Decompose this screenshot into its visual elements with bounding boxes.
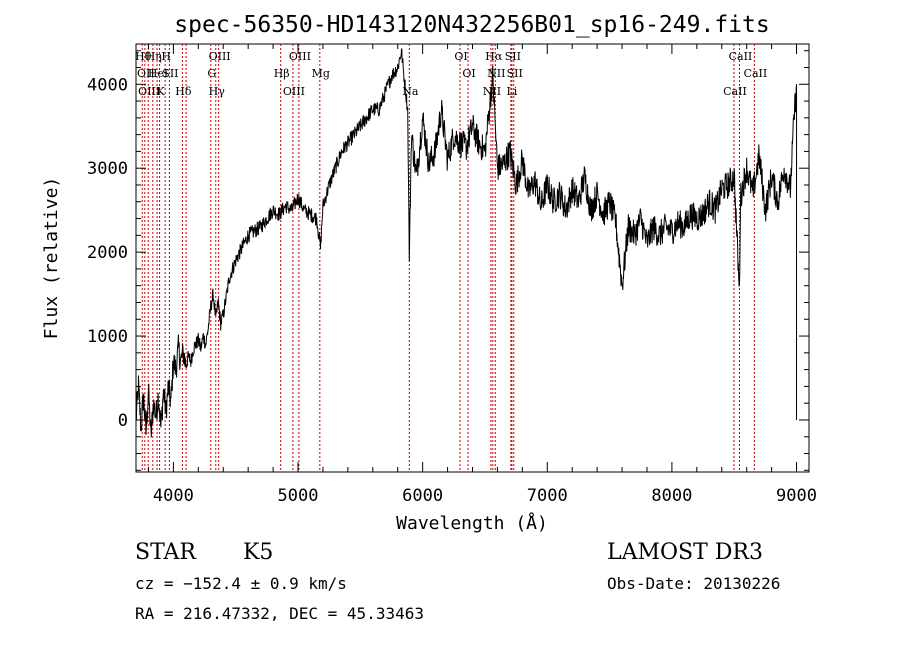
line-marker-label: Hβ: [274, 67, 290, 80]
line-marker-label: H: [161, 50, 171, 63]
subclass: K5: [243, 540, 274, 565]
line-marker-label: OI: [462, 67, 475, 80]
obs-date: Obs-Date: 20130226: [607, 574, 781, 593]
line-marker-label: K: [156, 85, 165, 98]
axis-tick-labels: 4000 5000 6000 7000 8000 9000 0 1000 2000 3000 400…: [87, 75, 817, 506]
x-tick-label: 8000: [651, 486, 692, 506]
line-marker-label: OIII: [289, 50, 311, 63]
line-marker-label: Li: [506, 85, 517, 98]
x-tick-label: 4000: [153, 486, 194, 506]
x-axis-label: Wavelength (Å): [396, 512, 548, 534]
x-tick-label: 9000: [776, 486, 817, 506]
line-marker-label: Hθ: [135, 50, 152, 63]
line-marker-label: OII: [137, 67, 155, 80]
axis-ticks: [136, 44, 809, 472]
y-tick-label: 4000: [87, 75, 128, 95]
line-marker-label: OIII: [283, 85, 305, 98]
line-marker-label: Hδ: [175, 85, 192, 98]
y-tick-label: 0: [118, 411, 128, 431]
line-marker-label: SII: [507, 67, 523, 80]
line-marker-label: OIII: [209, 50, 231, 63]
line-marker-label: HeI: [148, 67, 168, 80]
y-tick-label: 2000: [87, 243, 128, 263]
line-marker-label: Hη: [146, 50, 162, 63]
chart-title: spec-56350-HD143120N432256B01_sp16-249.f…: [174, 12, 769, 38]
y-axis-label: Flux (relative): [41, 177, 62, 340]
line-marker-label: SII: [162, 67, 178, 80]
spectrum-line: [135, 48, 797, 438]
spectrum-series: [135, 48, 798, 438]
coordinates: RA = 216.47332, DEC = 45.33463: [135, 604, 424, 623]
line-marker-label: Hα: [485, 50, 503, 63]
line-marker-label: SII: [505, 50, 521, 63]
x-tick-label: 7000: [527, 486, 568, 506]
object-type: STAR: [135, 540, 196, 565]
line-marker-label: CaII: [744, 67, 768, 80]
line-markers: [141, 44, 755, 472]
line-marker-label: OI: [454, 50, 467, 63]
x-tick-label: 6000: [402, 486, 443, 506]
line-marker-label: Mg: [312, 67, 330, 80]
line-marker-label: CaII: [729, 50, 753, 63]
y-tick-label: 1000: [87, 327, 128, 347]
line-marker-label: G: [207, 67, 216, 80]
line-marker-label: NII: [487, 67, 505, 80]
line-marker-label: OIII: [138, 85, 160, 98]
survey-name: LAMOST DR3: [607, 540, 763, 565]
x-tick-label: 5000: [278, 486, 319, 506]
redshift-cz: cz = −152.4 ± 0.9 km/s: [135, 574, 347, 593]
line-marker-label: Hγ: [209, 85, 226, 98]
y-tick-label: 3000: [87, 159, 128, 179]
line-marker-label: CaII: [723, 85, 747, 98]
line-marker-labels: HθOIIOIIIHηHeIKHSIIHδGHγOIIIHβOIIIOIIIMg…: [135, 50, 767, 98]
